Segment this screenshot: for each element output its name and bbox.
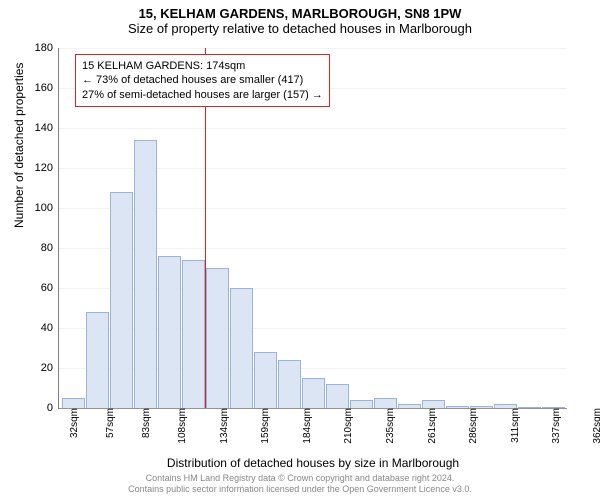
bar	[206, 268, 229, 408]
x-tick-label: 337sqm	[549, 408, 562, 444]
x-tick-label: 108sqm	[175, 408, 188, 444]
x-tick-label: 83sqm	[139, 408, 152, 438]
y-tick-label: 160	[35, 82, 53, 94]
bar	[86, 312, 109, 408]
bar	[62, 398, 85, 408]
x-tick-label: 235sqm	[383, 408, 396, 444]
x-tick-label: 159sqm	[258, 408, 271, 444]
bar	[350, 400, 373, 408]
x-axis-label: Distribution of detached houses by size …	[59, 456, 567, 470]
x-tick-label: 362sqm	[590, 408, 600, 444]
x-tick-label: 261sqm	[425, 408, 438, 444]
chart-area: 020406080100120140160180 15 KELHAM GARDE…	[58, 48, 567, 409]
footer: Contains HM Land Registry data © Crown c…	[0, 473, 600, 496]
bar	[254, 352, 277, 408]
y-tick-label: 40	[41, 322, 53, 334]
bar	[134, 140, 157, 408]
y-tick-label: 20	[41, 362, 53, 374]
info-line-3: 27% of semi-detached houses are larger (…	[82, 88, 323, 102]
y-tick-label: 180	[35, 42, 53, 54]
y-tick-label: 120	[35, 162, 53, 174]
title-sub: Size of property relative to detached ho…	[0, 21, 600, 40]
bar	[422, 400, 445, 408]
bar	[326, 384, 349, 408]
y-tick-label: 80	[41, 242, 53, 254]
bar	[374, 398, 397, 408]
y-tick-label: 60	[41, 282, 53, 294]
x-tick-label: 210sqm	[341, 408, 354, 444]
y-tick-label: 140	[35, 122, 53, 134]
y-axis-label: Number of detached properties	[12, 63, 26, 228]
bar	[182, 260, 205, 408]
x-tick-label: 184sqm	[300, 408, 313, 444]
info-box: 15 KELHAM GARDENS: 174sqm ← 73% of detac…	[75, 54, 330, 107]
y-tick-label: 0	[47, 402, 53, 414]
info-line-1: 15 KELHAM GARDENS: 174sqm	[82, 59, 323, 73]
bar	[110, 192, 133, 408]
info-line-2: ← 73% of detached houses are smaller (41…	[82, 73, 323, 87]
bar	[302, 378, 325, 408]
x-tick-label: 134sqm	[217, 408, 230, 444]
bar	[230, 288, 253, 408]
title-main: 15, KELHAM GARDENS, MARLBOROUGH, SN8 1PW	[0, 0, 600, 21]
x-tick-label: 311sqm	[508, 408, 521, 443]
bar	[158, 256, 181, 408]
footer-line-2: Contains public sector information licen…	[0, 484, 600, 496]
footer-line-1: Contains HM Land Registry data © Crown c…	[0, 473, 600, 485]
x-tick-label: 286sqm	[466, 408, 479, 444]
y-tick-label: 100	[35, 202, 53, 214]
x-tick-label: 32sqm	[67, 408, 80, 438]
x-tick-label: 57sqm	[103, 408, 116, 438]
bar	[278, 360, 301, 408]
x-ticks: 32sqm57sqm83sqm108sqm134sqm159sqm184sqm2…	[59, 408, 567, 421]
